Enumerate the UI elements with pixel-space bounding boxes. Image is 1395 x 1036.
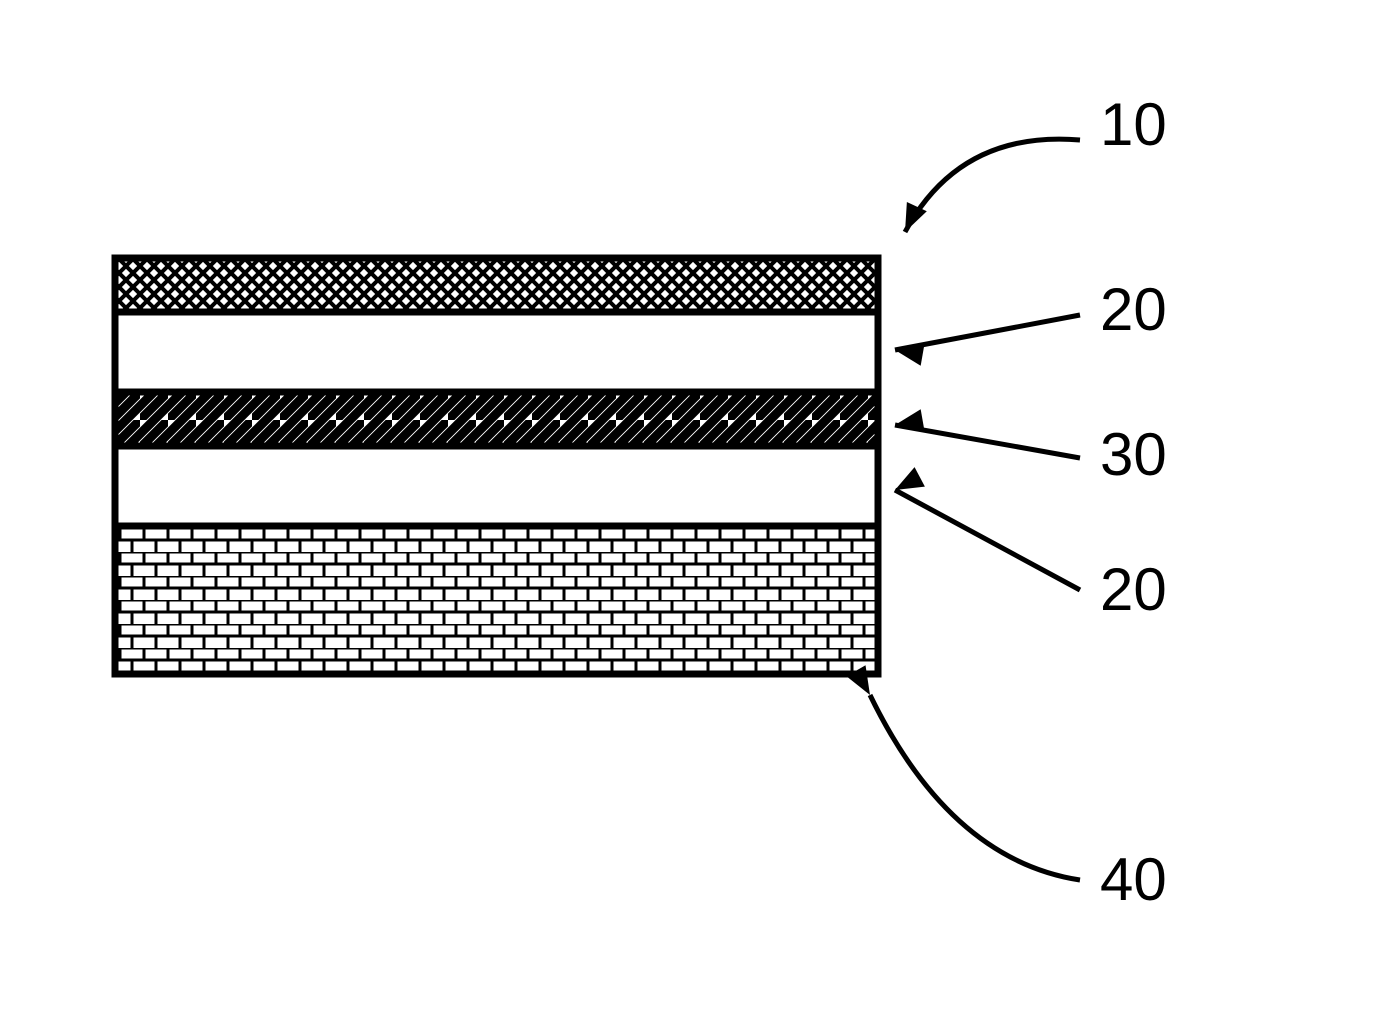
layer-20b [115,446,878,526]
label-40: 40 [1100,846,1167,913]
label-40-leader [870,695,1080,880]
layer-20a [115,312,878,392]
leader-lines [846,139,1080,880]
label-10-leader [905,139,1080,232]
layer-10 [115,258,878,312]
label-20b: 20 [1100,556,1167,623]
layered-material-diagram: 10 20 30 20 40 [0,0,1395,1036]
label-20b-leader [895,490,1080,590]
layer-30 [115,392,878,446]
label-20a: 20 [1100,276,1167,343]
layer-stack [115,258,878,674]
label-20b-arrowhead [895,467,925,490]
reference-labels: 10 20 30 20 40 [1100,91,1167,913]
label-30: 30 [1100,421,1167,488]
label-10: 10 [1100,91,1167,158]
layer-40 [115,526,878,674]
